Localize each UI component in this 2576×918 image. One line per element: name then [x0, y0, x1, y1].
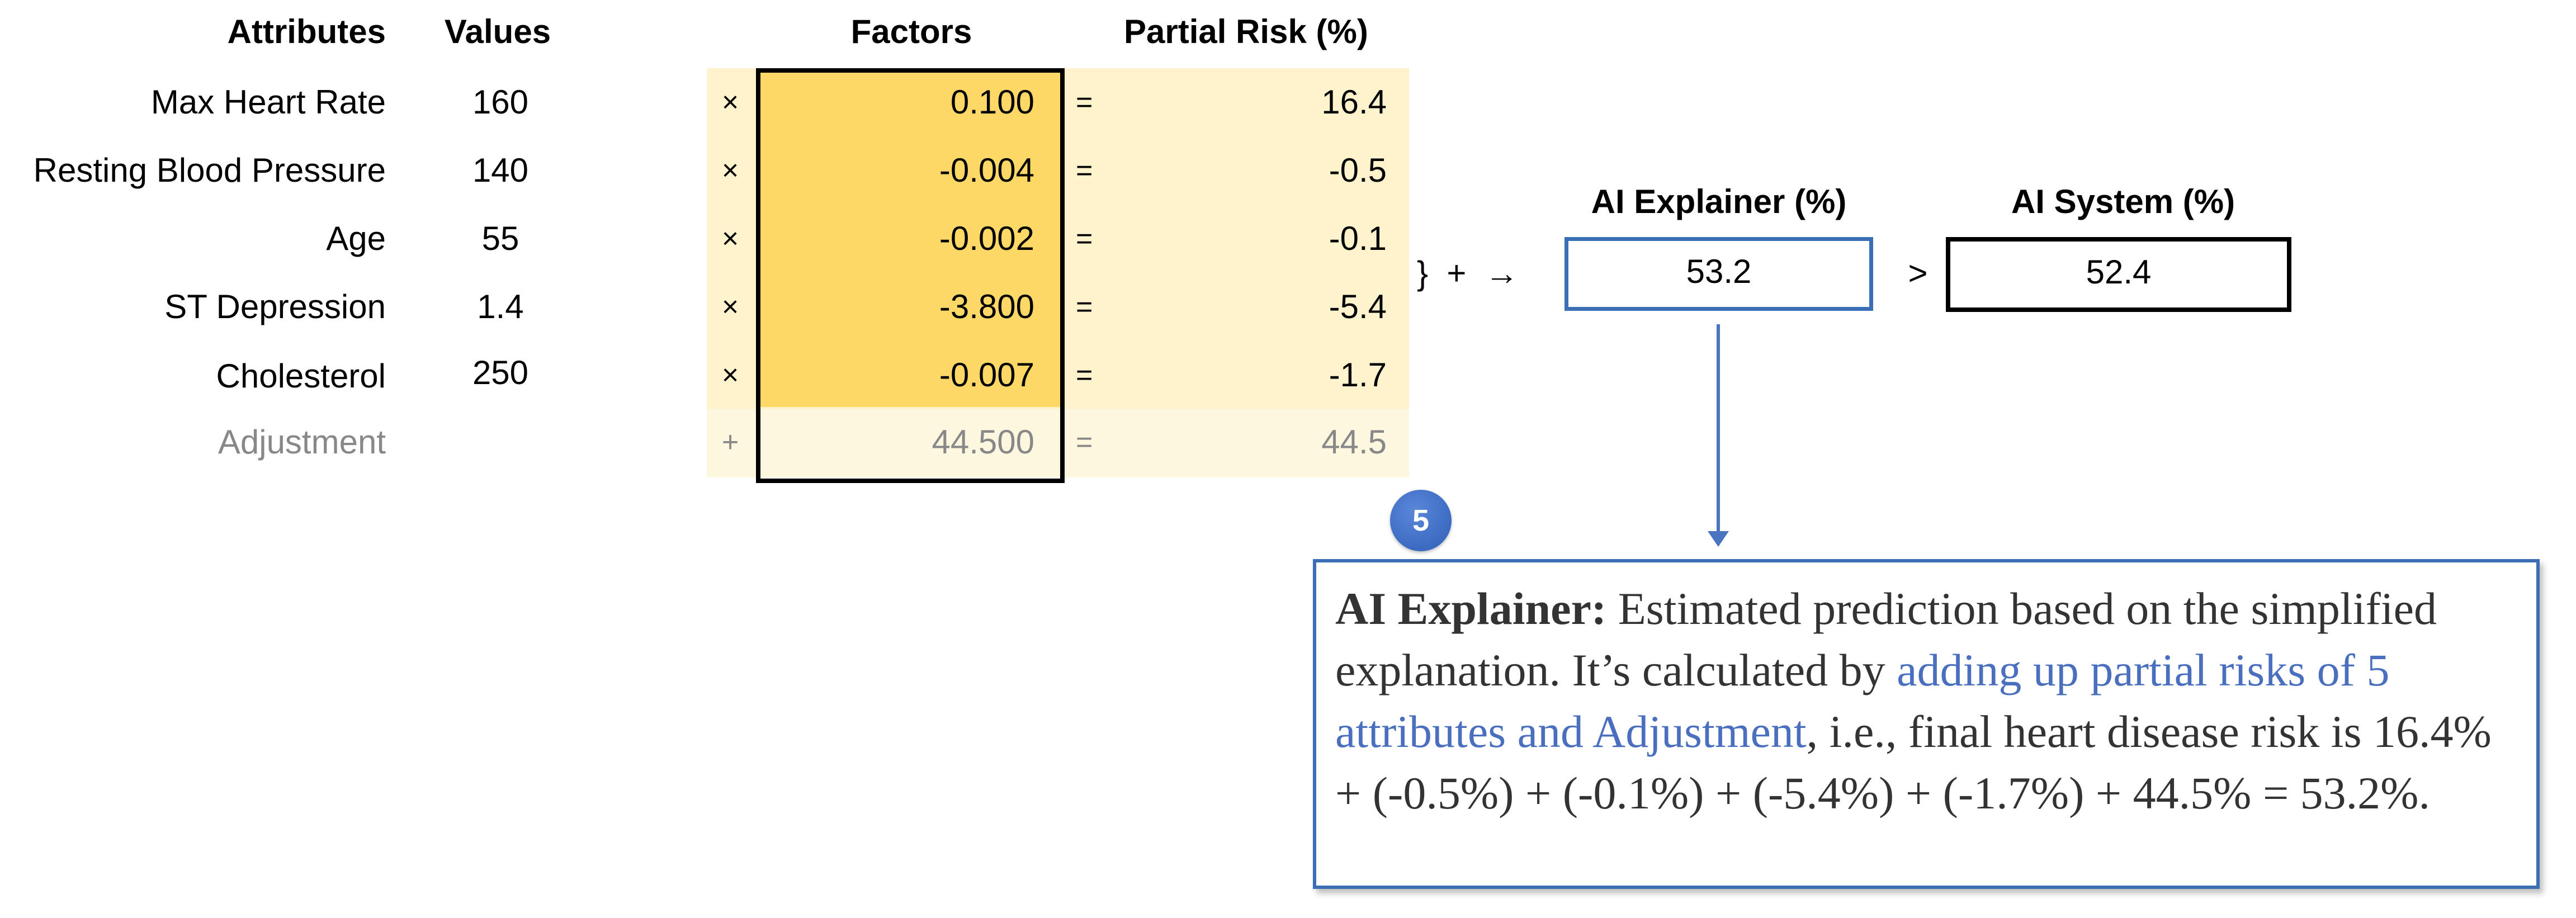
equals-operator: =: [1076, 154, 1093, 187]
arrow-line: [1717, 324, 1720, 536]
sum-arrow: } + →: [1417, 254, 1519, 292]
partial-risk-value: -0.5: [1329, 152, 1387, 189]
partial-risk-value: -5.4: [1329, 288, 1387, 325]
factor-value: -0.007: [939, 356, 1034, 394]
callout-text: Estimated prediction based on the simpli…: [1335, 583, 2437, 695]
factor-value: 0.100: [950, 83, 1034, 121]
factor-value: -0.004: [939, 152, 1034, 189]
adjustment-row-highlight: [707, 409, 1409, 477]
attribute-label: Cholesterol: [216, 357, 386, 395]
header-ai-system: AI System (%): [2011, 183, 2235, 220]
adjustment-label: Adjustment: [218, 423, 386, 461]
header-attributes: Attributes: [227, 13, 386, 50]
partial-risk-value: 16.4: [1321, 83, 1387, 121]
attribute-value: 160: [472, 83, 529, 121]
ai-system-value-box: 52.4: [1946, 237, 2291, 312]
factor-value: -3.800: [939, 288, 1034, 325]
attribute-label: Max Heart Rate: [150, 83, 386, 121]
plus-operator: +: [721, 426, 739, 458]
equals-operator: =: [1076, 86, 1093, 119]
explanation-callout: AI Explainer: Estimated prediction based…: [1313, 559, 2540, 889]
attribute-value: 250: [472, 354, 529, 391]
header-values: Values: [444, 13, 551, 50]
header-factors: Factors: [850, 13, 972, 50]
attribute-value: 1.4: [477, 288, 524, 325]
factor-column-highlight: [760, 72, 1061, 407]
attribute-value: 55: [481, 220, 519, 257]
callout-lead: AI Explainer:: [1335, 583, 1607, 634]
equals-operator: =: [1076, 291, 1093, 323]
callout-text-end: , i.e., final heart disease risk is 16.4…: [1335, 706, 2492, 818]
attribute-value: 140: [472, 152, 529, 189]
multiply-operator: ×: [721, 223, 739, 255]
multiply-operator: ×: [721, 359, 739, 391]
arrow-head-icon: [1708, 531, 1729, 547]
attribute-label: Age: [326, 220, 386, 257]
callout-highlight: adding up partial risks of 5 attributes …: [1335, 645, 2390, 757]
adjustment-factor-value: 44.500: [932, 423, 1034, 461]
greater-than-symbol: >: [1908, 254, 1928, 292]
header-partial-risk: Partial Risk (%): [1124, 13, 1368, 50]
multiply-operator: ×: [721, 154, 739, 187]
equals-operator: =: [1076, 359, 1093, 391]
equals-operator: =: [1076, 426, 1093, 458]
multiply-operator: ×: [721, 86, 739, 119]
adjustment-partial-value: 44.5: [1321, 423, 1387, 461]
partial-risk-value: -0.1: [1329, 220, 1387, 257]
partial-risk-value: -1.7: [1329, 356, 1387, 394]
factors-box: [756, 68, 1065, 483]
equals-operator: =: [1076, 223, 1093, 255]
attribute-label: ST Depression: [164, 288, 386, 325]
multiply-operator: ×: [721, 291, 739, 323]
step-badge: 5: [1390, 490, 1452, 551]
header-ai-explainer: AI Explainer (%): [1591, 183, 1847, 220]
attribute-label: Resting Blood Pressure: [33, 152, 386, 189]
factor-value: -0.002: [939, 220, 1034, 257]
ai-explainer-value-box: 53.2: [1564, 237, 1873, 311]
